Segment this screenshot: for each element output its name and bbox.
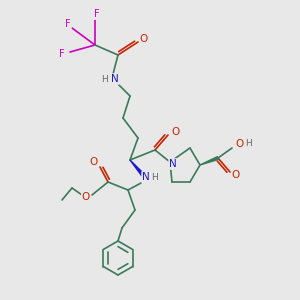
Text: O: O [236, 139, 244, 149]
Text: H: H [152, 173, 158, 182]
Text: O: O [140, 34, 148, 44]
Text: O: O [232, 170, 240, 180]
Polygon shape [200, 157, 218, 165]
Text: F: F [59, 49, 65, 59]
Text: F: F [65, 19, 71, 29]
Text: N: N [111, 74, 119, 84]
Text: H: H [100, 76, 107, 85]
Polygon shape [130, 160, 144, 176]
Text: O: O [82, 192, 90, 202]
Text: F: F [94, 9, 100, 19]
Text: O: O [90, 157, 98, 167]
Text: O: O [171, 127, 179, 137]
Text: N: N [142, 172, 150, 182]
Text: H: H [246, 140, 252, 148]
Text: N: N [169, 159, 177, 169]
